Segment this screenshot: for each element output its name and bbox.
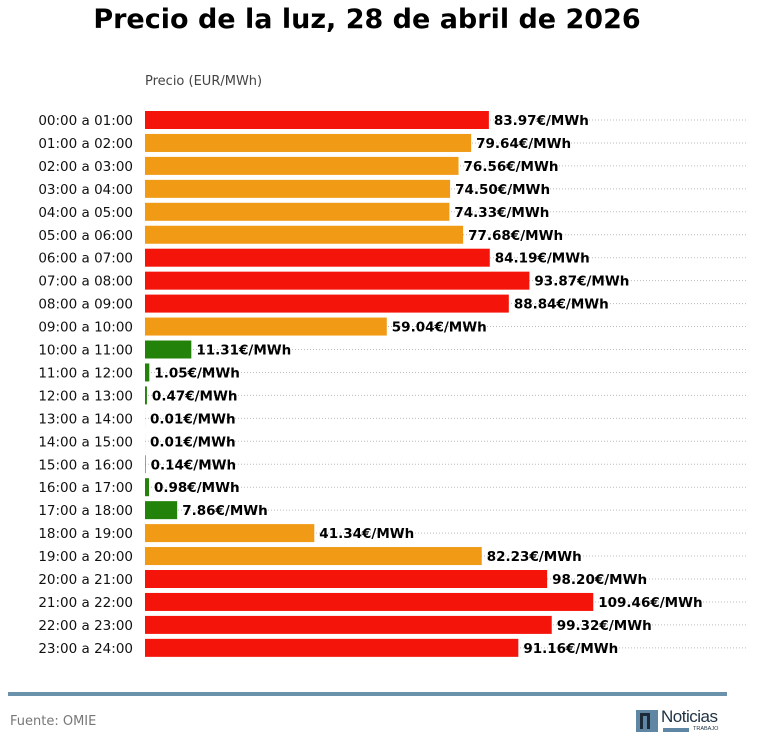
data-label: 11.31€/MWh <box>196 343 291 359</box>
category-label: 11:00 a 12:00 <box>38 365 133 381</box>
axis-label: Precio (EUR/MWh) <box>145 74 263 89</box>
bar <box>145 111 489 129</box>
bar <box>145 615 552 634</box>
category-label: 02:00 a 03:00 <box>38 159 133 175</box>
data-label: 76.56€/MWh <box>464 159 559 175</box>
bar <box>145 133 472 152</box>
category-label: 04:00 a 05:00 <box>38 205 133 221</box>
data-label: 74.50€/MWh <box>455 182 550 198</box>
logo-subtitle: TRABAJO <box>693 726 719 732</box>
data-label: 93.87€/MWh <box>534 274 629 290</box>
data-label: 0.01€/MWh <box>150 411 236 427</box>
bar <box>145 248 490 267</box>
category-label: 21:00 a 22:00 <box>38 595 133 611</box>
data-label: 0.14€/MWh <box>151 457 237 473</box>
source-note: Fuente: OMIE <box>10 714 97 729</box>
bar <box>145 179 451 198</box>
brand-logo: Noticias TRABAJO <box>636 707 728 734</box>
category-label: 16:00 a 17:00 <box>38 480 133 496</box>
footer-divider <box>8 692 727 696</box>
category-label: 19:00 a 20:00 <box>38 549 133 565</box>
data-label: 7.86€/MWh <box>182 503 268 519</box>
bar <box>145 317 387 336</box>
logo-mark-icon <box>636 710 658 732</box>
category-label: 13:00 a 14:00 <box>38 411 133 427</box>
category-label: 05:00 a 06:00 <box>38 228 133 244</box>
logo-underline <box>663 728 689 732</box>
bar <box>145 340 192 359</box>
bar <box>145 478 150 497</box>
category-label: 20:00 a 21:00 <box>38 572 133 588</box>
bar <box>145 271 530 290</box>
category-label: 06:00 a 07:00 <box>38 251 133 267</box>
logo-wordmark: Noticias <box>661 707 718 726</box>
data-label: 91.16€/MWh <box>523 641 618 657</box>
bar <box>145 524 315 543</box>
data-label: 41.34€/MWh <box>319 526 414 542</box>
data-label: 1.05€/MWh <box>154 365 240 381</box>
bar <box>145 638 519 657</box>
data-label: 82.23€/MWh <box>487 549 582 565</box>
chart-title: Precio de la luz, 28 de abril de 2026 <box>93 4 641 35</box>
bar <box>145 202 450 221</box>
bar-chart: 00:00 a 01:00 83.97€/MWh 01:00 a 02:00 79.6… <box>38 111 747 657</box>
bar <box>145 294 509 313</box>
data-label: 59.04€/MWh <box>392 320 487 336</box>
category-label: 01:00 a 02:00 <box>38 136 133 152</box>
category-label: 10:00 a 11:00 <box>38 343 133 359</box>
bar <box>145 501 178 520</box>
data-label: 98.20€/MWh <box>552 572 647 588</box>
bar <box>145 455 146 474</box>
data-label: 84.19€/MWh <box>495 251 590 267</box>
data-label: 0.01€/MWh <box>150 434 236 450</box>
data-label: 0.47€/MWh <box>152 388 238 404</box>
category-label: 17:00 a 18:00 <box>38 503 133 519</box>
data-label: 99.32€/MWh <box>557 618 652 634</box>
category-label: 23:00 a 24:00 <box>38 641 133 657</box>
category-label: 03:00 a 04:00 <box>38 182 133 198</box>
bar <box>145 570 548 588</box>
data-label: 0.98€/MWh <box>154 480 240 496</box>
data-label: 88.84€/MWh <box>514 297 609 313</box>
category-label: 14:00 a 15:00 <box>38 434 133 450</box>
data-label: 79.64€/MWh <box>476 136 571 152</box>
bar <box>145 386 147 405</box>
category-label: 22:00 a 23:00 <box>38 618 133 634</box>
bar <box>145 592 594 611</box>
category-label: 07:00 a 08:00 <box>38 274 133 290</box>
bar <box>145 156 459 175</box>
data-label: 74.33€/MWh <box>454 205 549 221</box>
bar <box>145 225 464 244</box>
data-label: 83.97€/MWh <box>494 113 589 129</box>
category-label: 08:00 a 09:00 <box>38 297 133 313</box>
category-label: 09:00 a 10:00 <box>38 320 133 336</box>
category-label: 12:00 a 13:00 <box>38 388 133 404</box>
data-label: 109.46€/MWh <box>598 595 702 611</box>
category-label: 00:00 a 01:00 <box>38 113 133 129</box>
category-label: 18:00 a 19:00 <box>38 526 133 542</box>
category-label: 15:00 a 16:00 <box>38 457 133 473</box>
data-label: 77.68€/MWh <box>468 228 563 244</box>
bar <box>145 363 150 382</box>
bar <box>145 547 482 566</box>
